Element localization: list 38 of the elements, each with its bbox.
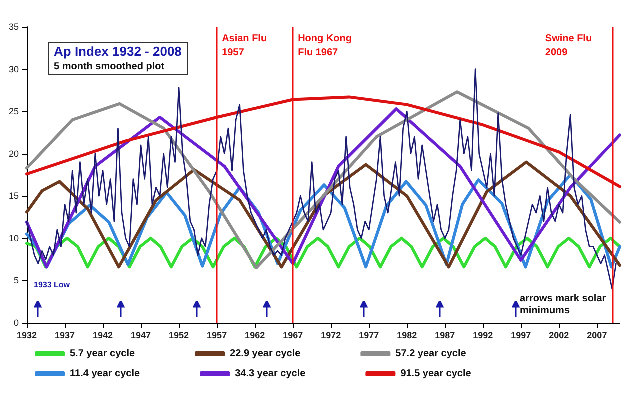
x-tick-label: 1982 <box>397 330 418 340</box>
y-tick-label: 5 <box>14 276 19 286</box>
ref-line-label: Swine Flu 2009 <box>545 34 595 58</box>
x-tick-label: 1977 <box>359 330 380 340</box>
x-tick-label: 1962 <box>245 330 266 340</box>
y-tick-label: 20 <box>8 148 19 159</box>
text: Ap Index 1932 - 2008 <box>54 44 182 59</box>
y-tick-label: 30 <box>8 64 19 74</box>
x-tick-label: 1992 <box>473 330 494 340</box>
legend-label: 91.5 year cycle <box>400 368 472 380</box>
x-tick-label: 1972 <box>321 330 342 340</box>
legend-label: 57.2 year cycle <box>396 348 467 360</box>
y-tick-label: 0 <box>14 318 19 328</box>
y-tick-label: 35 <box>8 22 19 32</box>
x-tick-label: 1947 <box>131 330 152 340</box>
x-tick-label: 1942 <box>93 330 114 340</box>
ref-line-label: Hong Kong Flu 1967 <box>298 34 355 58</box>
x-tick-label: 2007 <box>587 330 608 340</box>
y-tick-label: 25 <box>8 106 19 117</box>
x-tick-label: 1987 <box>435 330 456 340</box>
x-tick-label: 2002 <box>549 330 570 340</box>
x-tick-label: 1957 <box>207 330 228 340</box>
x-tick-label: 1932 <box>16 330 38 340</box>
annotation: arrows mark solar minimums <box>520 294 609 316</box>
legend-label: 34.3 year cycle <box>235 368 306 380</box>
text: 5 month smoothed plot <box>54 62 166 72</box>
legend-label: 11.4 year cycle <box>70 368 141 380</box>
ref-line-label: Asian Flu 1957 <box>222 34 270 58</box>
x-tick-label: 1952 <box>169 330 190 340</box>
x-tick-label: 1937 <box>54 330 76 340</box>
x-tick-label: 1997 <box>511 330 532 340</box>
legend-label: 22.9 year cycle <box>230 348 302 360</box>
line-series <box>26 96 622 188</box>
x-tick-label: 1967 <box>283 330 304 340</box>
annotation: 1933 Low <box>34 280 71 290</box>
legend-label: 5.7 year cycle <box>70 348 136 360</box>
y-tick-label: 15 <box>8 191 19 202</box>
y-tick-label: 10 <box>8 233 19 244</box>
